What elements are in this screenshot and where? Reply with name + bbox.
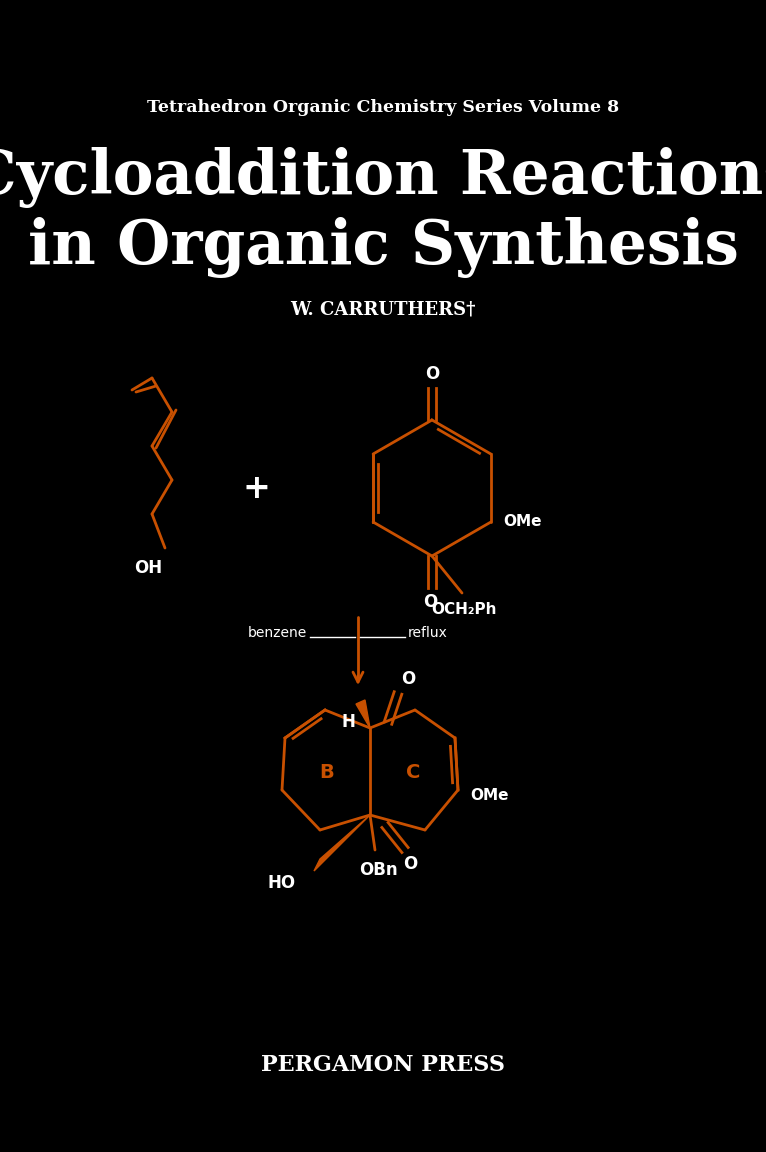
Text: H: H <box>341 713 355 732</box>
Text: OMe: OMe <box>503 515 542 530</box>
Text: O: O <box>401 670 415 688</box>
Text: benzene: benzene <box>247 626 307 641</box>
Text: +: + <box>242 471 270 505</box>
Text: reflux: reflux <box>408 626 448 641</box>
Text: PERGAMON PRESS: PERGAMON PRESS <box>261 1054 505 1076</box>
Text: HO: HO <box>268 874 296 892</box>
Text: in Organic Synthesis: in Organic Synthesis <box>28 218 738 279</box>
Text: B: B <box>319 764 335 782</box>
Text: OH: OH <box>134 559 162 577</box>
Text: Cycloaddition Reactions: Cycloaddition Reactions <box>0 147 766 209</box>
Text: O: O <box>425 365 439 382</box>
Text: OMe: OMe <box>470 788 509 803</box>
Text: O: O <box>403 855 417 873</box>
Text: O: O <box>423 593 437 611</box>
Text: Tetrahedron Organic Chemistry Series Volume 8: Tetrahedron Organic Chemistry Series Vol… <box>147 99 619 116</box>
Text: W. CARRUTHERS†: W. CARRUTHERS† <box>290 301 476 319</box>
Polygon shape <box>356 700 370 728</box>
Text: OBn: OBn <box>358 861 398 879</box>
Text: C: C <box>406 764 421 782</box>
Text: OCH₂Ph: OCH₂Ph <box>431 601 496 616</box>
Polygon shape <box>314 814 370 871</box>
